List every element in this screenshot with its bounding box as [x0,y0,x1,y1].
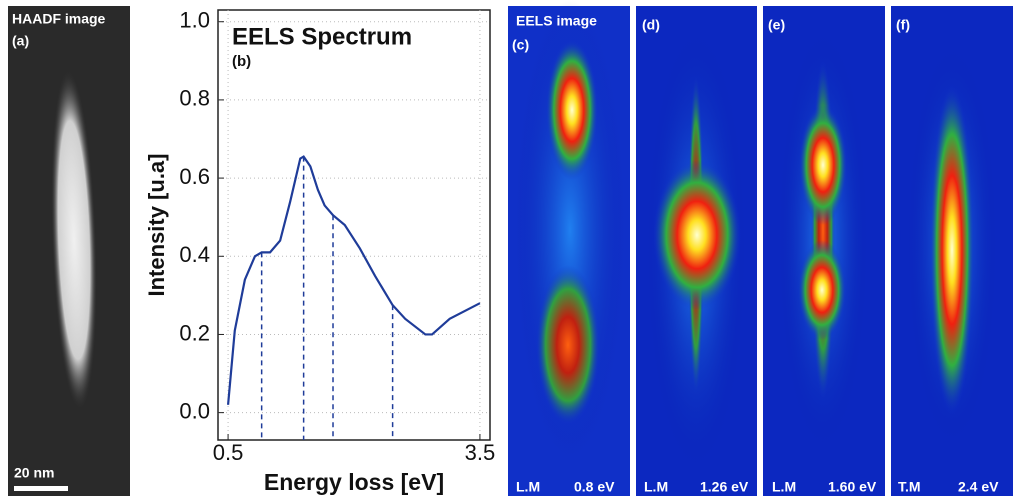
scale-label: 20 nm [14,465,54,481]
panel-label: (a) [12,33,29,49]
y-tick-label: 1.0 [179,8,210,33]
energy-label: 2.4 eV [958,479,999,495]
x-tick-label: 3.5 [465,440,496,465]
eels-panel: (f) T.M 2.4 eV [891,6,1013,496]
panel-title: EELS image [516,13,597,29]
panel-label: (b) [232,53,251,70]
mode-label: T.M [898,479,921,495]
energy-label: 1.26 eV [700,479,749,495]
y-tick-label: 0.0 [179,398,210,423]
panel-title: HAADF image [12,11,106,27]
mode-label: L.M [772,479,796,495]
energy-label: 1.60 eV [828,479,877,495]
x-tick-label: 0.5 [213,440,244,465]
y-tick-label: 0.4 [179,242,210,267]
haadf-panel: HAADF image (a) 20 nm [8,6,130,496]
eels-panel: EELS image (c) L.M 0.8 eV [508,0,630,496]
x-axis-label: Energy loss [eV] [264,469,444,495]
chart-title: EELS Spectrum [232,23,412,50]
y-tick-label: 0.8 [179,86,210,111]
eels-panel: (e) L.M 1.60 eV [763,6,885,496]
panel-label: (f) [896,17,910,33]
energy-label: 0.8 eV [574,479,615,495]
y-tick-label: 0.2 [179,320,210,345]
eels-panel: (d) L.M 1.26 eV [636,6,757,496]
mode-label: L.M [644,479,668,495]
mode-label: L.M [516,479,540,495]
spectrum-line [226,155,481,405]
panel-label: (c) [512,37,529,53]
panel-label: (e) [768,17,785,33]
panel-label: (d) [642,17,660,33]
y-axis-label: Intensity [u.a] [144,153,169,296]
y-tick-label: 0.6 [179,164,210,189]
plot-frame [217,9,491,441]
